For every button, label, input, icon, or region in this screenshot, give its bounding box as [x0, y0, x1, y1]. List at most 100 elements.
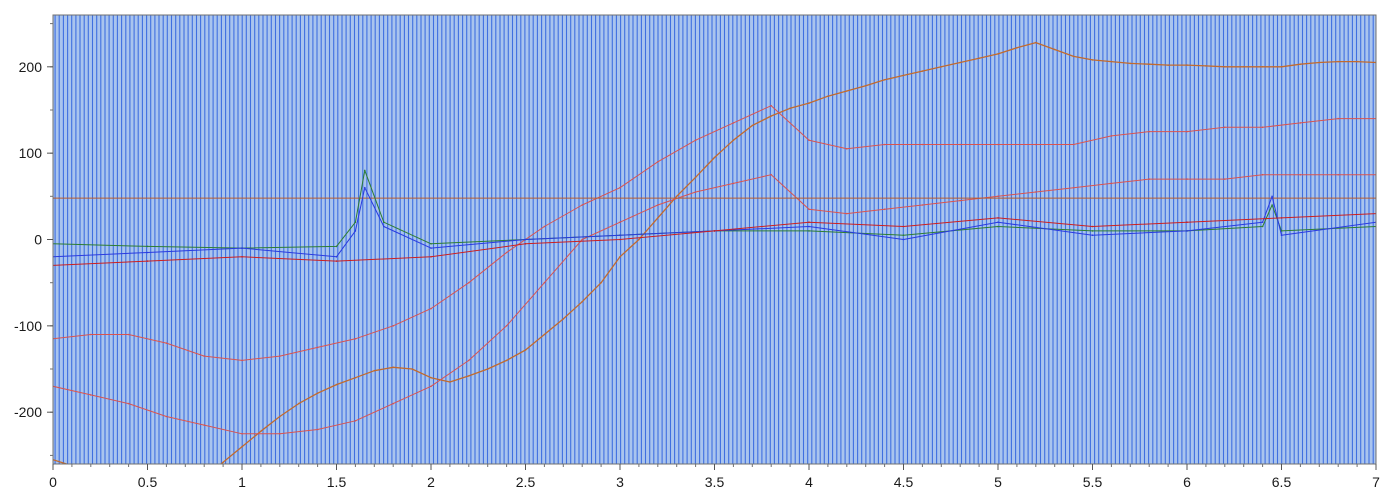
data-point — [146, 260, 149, 262]
data-point — [241, 247, 243, 249]
data-point — [619, 186, 621, 189]
data-point — [1148, 63, 1150, 65]
data-point — [864, 85, 867, 87]
data-point — [430, 255, 432, 258]
data-point — [165, 342, 168, 344]
data-point — [335, 260, 338, 262]
data-point — [1186, 64, 1188, 66]
y-axis: 200 100 0 -100 -200 — [14, 15, 54, 464]
y-tick-label: 0 — [34, 232, 42, 248]
data-point — [1186, 178, 1188, 180]
data-point — [1356, 60, 1358, 63]
data-point — [1261, 225, 1264, 228]
data-point — [505, 251, 508, 254]
data-point — [751, 124, 754, 127]
data-point — [713, 230, 716, 232]
data-point — [383, 221, 385, 223]
data-point — [657, 161, 659, 163]
data-point — [1148, 130, 1150, 133]
data-point — [846, 148, 848, 150]
data-point — [600, 281, 602, 284]
data-point — [1091, 230, 1094, 232]
x-tick-label: 2 — [427, 474, 435, 490]
y-tick-label: -100 — [14, 318, 42, 334]
x-tick-label: 4 — [805, 474, 813, 490]
x-tick-label: 6 — [1183, 474, 1191, 490]
data-point — [316, 346, 319, 349]
series-line-noise-band-5 — [53, 187, 1376, 258]
data-point — [241, 433, 243, 435]
data-point — [335, 383, 338, 386]
data-point — [1110, 60, 1113, 63]
data-point — [1110, 135, 1113, 137]
x-tick-label: 6.5 — [1272, 474, 1292, 490]
data-point — [1261, 221, 1264, 223]
data-point — [619, 234, 621, 236]
data-point — [468, 281, 470, 284]
data-point — [203, 476, 205, 478]
data-point — [543, 225, 546, 228]
data-point — [505, 359, 508, 362]
data-point — [827, 95, 829, 97]
data-point — [675, 195, 678, 198]
data-point — [1091, 225, 1094, 228]
data-point — [921, 143, 924, 146]
data-point — [1337, 173, 1339, 176]
data-point — [543, 333, 546, 336]
data-point — [1280, 217, 1283, 219]
data-point — [1318, 61, 1321, 64]
data-point — [1261, 66, 1264, 68]
data-point — [959, 143, 961, 146]
x-axis: 0 0.5 1 1.5 2 2.5 3 3.5 4 4.5 5 5.5 6 6.5 7 — [49, 463, 1380, 490]
y-tick-label: -200 — [14, 404, 42, 420]
data-point — [997, 217, 999, 219]
data-point — [619, 221, 621, 223]
data-point — [241, 255, 243, 258]
data-point — [959, 61, 961, 64]
data-point — [430, 385, 432, 388]
data-point — [392, 402, 395, 405]
data-point — [524, 243, 527, 245]
data-point — [128, 489, 130, 491]
data-point — [430, 243, 432, 245]
x-tick-label: 5 — [994, 474, 1002, 490]
data-point — [581, 204, 583, 206]
x-tick-label: 3.5 — [705, 474, 725, 490]
data-point — [364, 186, 366, 189]
data-point — [165, 415, 168, 418]
data-point — [335, 255, 338, 258]
data-point — [1224, 66, 1226, 68]
data-point — [1337, 117, 1339, 120]
data-point — [468, 375, 470, 377]
data-point — [430, 376, 432, 379]
data-point — [1280, 234, 1283, 236]
data-point — [997, 225, 999, 228]
data-point — [354, 230, 357, 232]
data-point — [808, 221, 810, 223]
data-point — [581, 238, 583, 241]
data-point — [770, 115, 772, 117]
data-point — [373, 369, 376, 372]
x-tick-label: 7 — [1372, 474, 1380, 490]
data-point — [260, 430, 262, 433]
data-point — [808, 225, 810, 228]
data-point — [411, 368, 413, 370]
data-point — [1337, 60, 1339, 63]
data-point — [279, 355, 281, 357]
data-point — [902, 238, 905, 241]
data-point — [185, 491, 187, 493]
data-point — [921, 70, 924, 72]
data-point — [808, 139, 810, 141]
x-tick-label: 0.5 — [138, 474, 158, 490]
data-point — [581, 300, 583, 303]
data-point — [808, 102, 810, 104]
data-point — [997, 221, 999, 223]
data-point — [203, 355, 205, 357]
data-point — [883, 143, 886, 146]
data-point — [657, 217, 659, 219]
data-point — [1224, 178, 1226, 180]
data-point — [1110, 182, 1113, 185]
data-point — [713, 156, 716, 159]
data-point — [1072, 143, 1075, 146]
data-point — [364, 169, 366, 172]
